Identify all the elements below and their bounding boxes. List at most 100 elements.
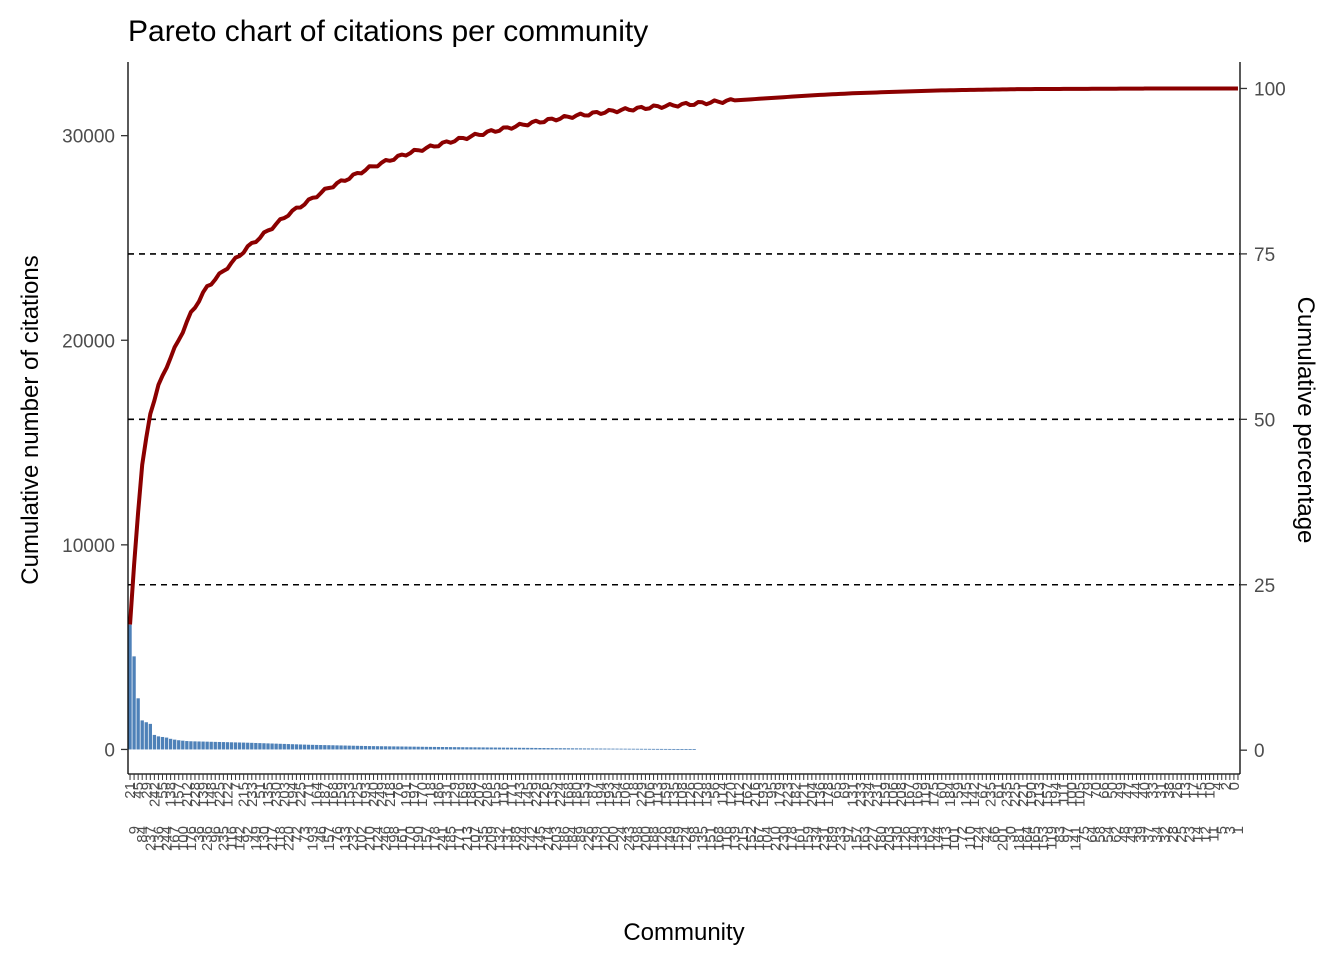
bar	[359, 745, 364, 750]
bar	[530, 747, 534, 750]
bar	[517, 747, 522, 750]
x-tick-label: 39	[1133, 826, 1150, 843]
x-tick-label: 104	[759, 826, 776, 851]
x-tick-label: 142	[524, 826, 541, 851]
x-tick-label: 131	[844, 782, 861, 807]
bar	[554, 748, 558, 750]
x-tick-label: 69	[836, 782, 853, 799]
x-tick-label: 136	[150, 826, 167, 851]
bar	[132, 656, 136, 750]
bar	[347, 745, 351, 750]
bar	[574, 748, 579, 750]
bar	[173, 739, 177, 750]
x-tick-label: 135	[694, 826, 711, 851]
x-tick-label: 225	[211, 782, 228, 807]
bar	[440, 747, 445, 750]
x-tick-label: 207	[471, 782, 488, 807]
bar	[164, 737, 169, 750]
x-tick-label: 44	[1129, 782, 1146, 799]
x-tick-label: 175	[926, 782, 943, 807]
bar	[298, 744, 303, 750]
bar	[168, 738, 173, 750]
x-tick-label: 36	[191, 826, 208, 843]
x-tick-label: 168	[325, 782, 342, 807]
x-tick-label: 155	[487, 782, 504, 807]
x-tick-label: 43	[1124, 826, 1141, 843]
bar	[237, 742, 242, 750]
y-tick-label: 0	[104, 740, 115, 761]
x-tick-label: 178	[784, 826, 801, 851]
bar	[388, 746, 392, 750]
bar	[611, 748, 615, 750]
x-tick-label: 161	[394, 826, 411, 851]
x-tick-label: 102	[353, 826, 370, 851]
x-tick-label: 153	[577, 782, 594, 807]
bar	[416, 746, 420, 750]
y-tick-label: 30000	[62, 127, 115, 148]
x-tick-label: 249	[374, 782, 391, 807]
x-tick-label: 28	[1165, 826, 1182, 843]
x-tick-label: 237	[142, 826, 159, 851]
x-tick-label: 122	[219, 782, 236, 807]
bar	[660, 748, 664, 750]
x-tick-label: 231	[816, 826, 833, 851]
bar	[562, 748, 566, 750]
y2-tick-label: 50	[1254, 410, 1275, 431]
x-tick-label: 2	[1218, 782, 1235, 790]
x-tick-label: 51	[252, 782, 269, 799]
bar	[286, 744, 290, 750]
x-tick-label: 38	[1161, 782, 1178, 799]
x-tick-label: 149	[662, 826, 679, 851]
x-tick-label: 170	[402, 826, 419, 851]
x-tick-label: 246	[378, 826, 395, 851]
bar	[497, 747, 502, 750]
bar	[343, 745, 347, 750]
x-tick-label: 76	[390, 782, 407, 799]
bar	[327, 745, 331, 750]
x-tick-label: 116	[223, 826, 240, 850]
x-tick-label: 227	[865, 826, 882, 851]
x-tick-label: 14	[1189, 826, 1206, 843]
x-tick-label: 230	[775, 826, 792, 851]
bar	[229, 742, 234, 750]
bar	[444, 747, 449, 750]
x-tick-label: 178	[426, 826, 443, 851]
x-tick-label: 48	[1116, 826, 1133, 843]
bar-series	[128, 624, 696, 750]
x-tick-label: 200	[605, 826, 622, 851]
bar	[461, 747, 465, 750]
x-tick-label: 162	[922, 826, 939, 851]
x-tick-label: 124	[970, 826, 987, 851]
x-tick-label: 62	[1108, 826, 1125, 843]
y2-tick-label: 75	[1254, 245, 1275, 266]
x-tick-label: 161	[792, 826, 809, 851]
x-tick-label: 145	[532, 826, 549, 851]
x-tick-label: 221	[1015, 782, 1032, 807]
x-tick-label: 114	[715, 782, 732, 806]
x-tick-label: 66	[986, 826, 1003, 843]
x-tick-label: 217	[264, 826, 281, 851]
bar	[436, 746, 441, 750]
x-tick-label: 113	[650, 782, 667, 806]
x-tick-label: 96	[207, 826, 224, 843]
x-tick-label: 167	[167, 826, 184, 851]
bar	[140, 720, 144, 750]
x-tick-label: 126	[654, 826, 671, 851]
bar	[355, 745, 359, 750]
y2-tick-label: 100	[1254, 79, 1286, 100]
x-tick-label: 131	[439, 782, 456, 807]
bar	[282, 743, 286, 750]
bar	[404, 746, 408, 750]
x-tick-label: 110	[962, 826, 979, 850]
y-tick-label: 20000	[62, 331, 115, 352]
bar	[384, 746, 388, 750]
bar	[310, 744, 315, 750]
x-tick-label: 216	[747, 782, 764, 807]
x-tick-label: 10	[1202, 782, 1219, 799]
x-tick-label: 4	[1210, 782, 1227, 790]
x-tick-label: 159	[658, 782, 675, 807]
x-tick-label: 18	[625, 782, 642, 799]
x-tick-label: 225	[1007, 782, 1024, 807]
x-tick-label: 236	[199, 826, 216, 851]
x-tick-label: 157	[321, 826, 338, 851]
